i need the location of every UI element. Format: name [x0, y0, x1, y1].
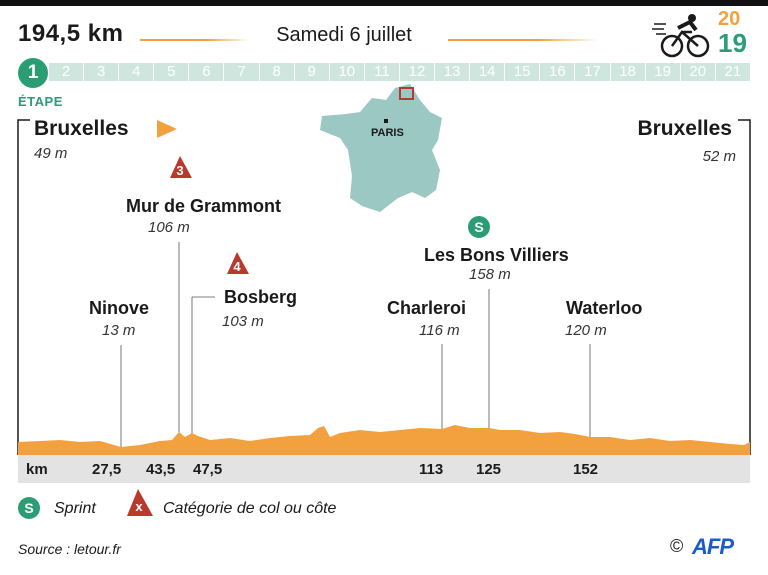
frame-right: [738, 119, 751, 455]
stage-number: 10: [328, 63, 364, 81]
start-city-altitude: 49 m: [34, 145, 68, 162]
place-name-bosberg: Bosberg: [224, 287, 298, 307]
frame-left: [17, 119, 30, 455]
climb-category-grammont: 3: [176, 163, 184, 178]
stage-number: 6: [188, 63, 223, 81]
km-label-charleroi: 113: [419, 461, 444, 478]
km-label-grammont: 43,5: [146, 461, 176, 478]
place-altitude-grammont: 106 m: [148, 219, 190, 236]
mountain-icon-legend: [127, 489, 153, 516]
stage-number: 15: [504, 63, 539, 81]
km-label-waterloo: 152: [573, 461, 599, 478]
belgium-locator: [399, 87, 414, 100]
france-map: [320, 84, 442, 212]
climb-category-bosberg: 4: [233, 259, 241, 274]
logo-year-bottom: 19: [718, 28, 747, 58]
stage-number: 5: [153, 63, 188, 81]
finish-city-name: Bruxelles: [637, 117, 732, 140]
km-label-bonsvilliers: 125: [476, 461, 502, 478]
mountain-icon-grammont: [170, 156, 192, 178]
stage-number-bar: 2 3 4 5 6 7 8 9 10 11 12 13 14 15 16 17 …: [48, 63, 750, 81]
place-name-grammont: Mur de Grammont: [126, 196, 282, 216]
header-rule-right: [448, 39, 598, 41]
stage-number: 21: [714, 63, 750, 81]
place-name-waterloo: Waterloo: [566, 298, 643, 318]
source-credit: Source : letour.fr: [18, 541, 121, 557]
mountain-icon-bosberg: [227, 252, 249, 274]
start-flag-icon: [157, 120, 177, 138]
place-altitude-bosberg: 103 m: [222, 313, 264, 330]
start-city-name: Bruxelles: [34, 117, 129, 140]
legend-sprint-icon: S: [18, 497, 40, 519]
stage-number: 4: [118, 63, 153, 81]
legend-sprint-label: Sprint: [54, 500, 96, 517]
place-name-charleroi: Charleroi: [387, 298, 467, 318]
stage-number: 9: [293, 63, 329, 81]
afp-logo: AFP: [692, 534, 734, 559]
top-bar: [0, 0, 768, 6]
finish-city-altitude: 52 m: [702, 148, 736, 165]
stage-number: 20: [679, 63, 715, 81]
header-rule-left: [140, 39, 250, 41]
stage-number: 17: [574, 63, 609, 81]
stage-number: 14: [469, 63, 504, 81]
legend-climb-symbol: x: [135, 499, 143, 514]
sprint-icon: S: [468, 216, 490, 238]
stage-number: 7: [223, 63, 258, 81]
stage-number: 3: [83, 63, 118, 81]
stage-number: 19: [644, 63, 680, 81]
stage-number: 8: [258, 63, 294, 81]
tour-logo: 20 19: [652, 8, 752, 60]
km-axis-unit: km: [26, 461, 48, 478]
place-name-ninove: Ninove: [89, 298, 150, 318]
km-label-bosberg: 47,5: [193, 461, 223, 478]
km-axis-bar: [18, 455, 750, 483]
current-stage-badge: 1: [18, 58, 48, 88]
place-altitude-bonsvilliers: 158 m: [469, 266, 511, 283]
place-altitude-charleroi: 116 m: [419, 322, 460, 339]
stage-number: 16: [539, 63, 574, 81]
stage-number: 13: [434, 63, 469, 81]
stage-label: ÉTAPE: [18, 94, 63, 109]
place-name-bonsvilliers: Les Bons Villiers: [424, 245, 569, 265]
km-label-ninove: 27,5: [92, 461, 122, 478]
stage-distance: 194,5 km: [18, 20, 124, 47]
map-city-label: PARIS: [371, 127, 404, 139]
stage-number: 2: [48, 63, 83, 81]
legend-climb-label: Catégorie de col ou côte: [163, 500, 337, 517]
logo-year-top: 20: [718, 8, 741, 30]
stage-number: 18: [609, 63, 645, 81]
stage-date: Samedi 6 juillet: [276, 24, 412, 46]
place-altitude-ninove: 13 m: [102, 322, 136, 339]
stage-number: 11: [363, 63, 399, 81]
stage-number: 12: [398, 63, 434, 81]
cyclist-icon: [652, 14, 710, 58]
place-altitude-waterloo: 120 m: [565, 322, 607, 339]
copyright-symbol: ©: [670, 536, 684, 556]
paris-dot: [384, 119, 388, 123]
elevation-profile: [18, 425, 750, 455]
